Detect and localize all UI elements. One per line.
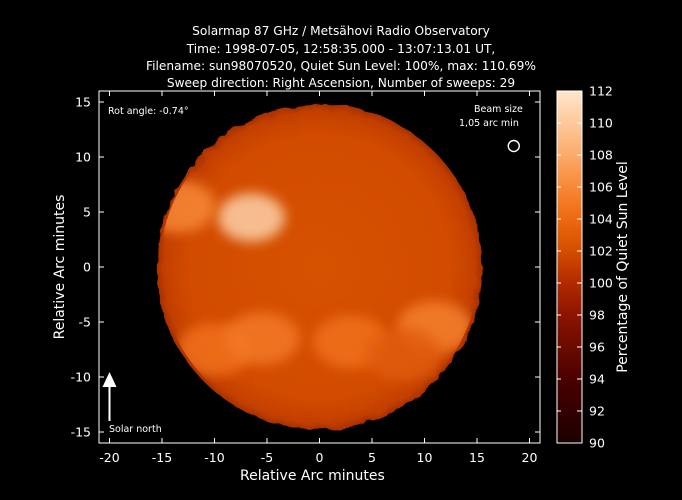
colorbar-tick-label: 112: [589, 84, 613, 99]
solar-disk: [156, 104, 483, 430]
colorbar-tick-label: 96: [589, 340, 605, 355]
y-tick-label: -10: [71, 370, 91, 385]
colorbar-axis: 90 92 94 96 98 100 102 104 106 108 110 112: [557, 84, 613, 451]
colorbar-tick-label: 92: [589, 404, 605, 419]
bright-region: [217, 193, 285, 242]
beam-size-marker: [507, 139, 520, 153]
beam-size-label-2: 1,05 arc min: [459, 118, 519, 129]
colorbar-tick-label: 90: [589, 436, 605, 451]
bright-region: [223, 312, 300, 365]
chart-title-line-4: Sweep direction: Right Ascension, Number…: [166, 76, 516, 90]
bright-regions: [159, 180, 473, 382]
x-tick-label: 20: [522, 450, 538, 465]
colorbar-tick-label: 106: [589, 180, 613, 195]
solar-north-label: Solar north: [109, 424, 162, 435]
chart-title-line-3: Filename: sun98070520, Quiet Sun Level: …: [146, 59, 536, 73]
x-tick-label: 5: [368, 450, 376, 465]
y-tick-label: 10: [75, 150, 91, 165]
y-tick-label: 0: [83, 260, 91, 275]
x-tick-label: -10: [204, 450, 224, 465]
beam-size-label-1: Beam size: [474, 104, 523, 115]
x-tick-label: -20: [99, 450, 119, 465]
y-axis-label: Relative Arc minutes: [52, 194, 68, 340]
y-tick-label: 15: [75, 95, 91, 110]
solar-north-arrow: [102, 372, 117, 421]
colorbar-tick-label: 94: [589, 372, 605, 387]
x-tick-label: 10: [417, 450, 433, 465]
x-tick-label: 15: [469, 450, 485, 465]
colorbar-tick-label: 110: [589, 116, 613, 131]
y-tick-label: -15: [71, 425, 91, 440]
colorbar-label: Percentage of Quiet Sun Level: [615, 161, 631, 373]
y-axis: -15 -10 -5 0 5 10 15: [71, 95, 540, 440]
bright-region: [159, 180, 216, 233]
x-tick-label: 0: [316, 450, 324, 465]
x-axis: -20 -15 -10 -5 0 5 10 15 20: [99, 91, 537, 465]
colorbar-tick-label: 100: [589, 276, 613, 291]
x-tick-label: -15: [152, 450, 172, 465]
colorbar-tick-label: 102: [589, 244, 613, 259]
colorbar: [557, 91, 582, 443]
rot-angle-label: Rot angle: -0.74°: [108, 106, 189, 117]
y-tick-label: 5: [83, 205, 91, 220]
colorbar-tick-label: 98: [589, 308, 605, 323]
chart-title-line-1: Solarmap 87 GHz / Metsähovi Radio Observ…: [192, 24, 490, 38]
sun-map-layer: [102, 104, 520, 430]
colorbar-frame: [556, 90, 583, 444]
x-tick-label: -5: [261, 450, 273, 465]
chart-title-line-2: Time: 1998-07-05, 12:58:35.000 - 13:07:1…: [186, 42, 496, 56]
colorbar-tick-label: 104: [589, 212, 613, 227]
x-axis-label: Relative Arc minutes: [240, 468, 385, 484]
north-arrow-head: [102, 372, 117, 387]
colorbar-tick-label: 108: [589, 148, 613, 163]
bright-region: [365, 328, 442, 382]
y-tick-label: -5: [79, 315, 91, 330]
